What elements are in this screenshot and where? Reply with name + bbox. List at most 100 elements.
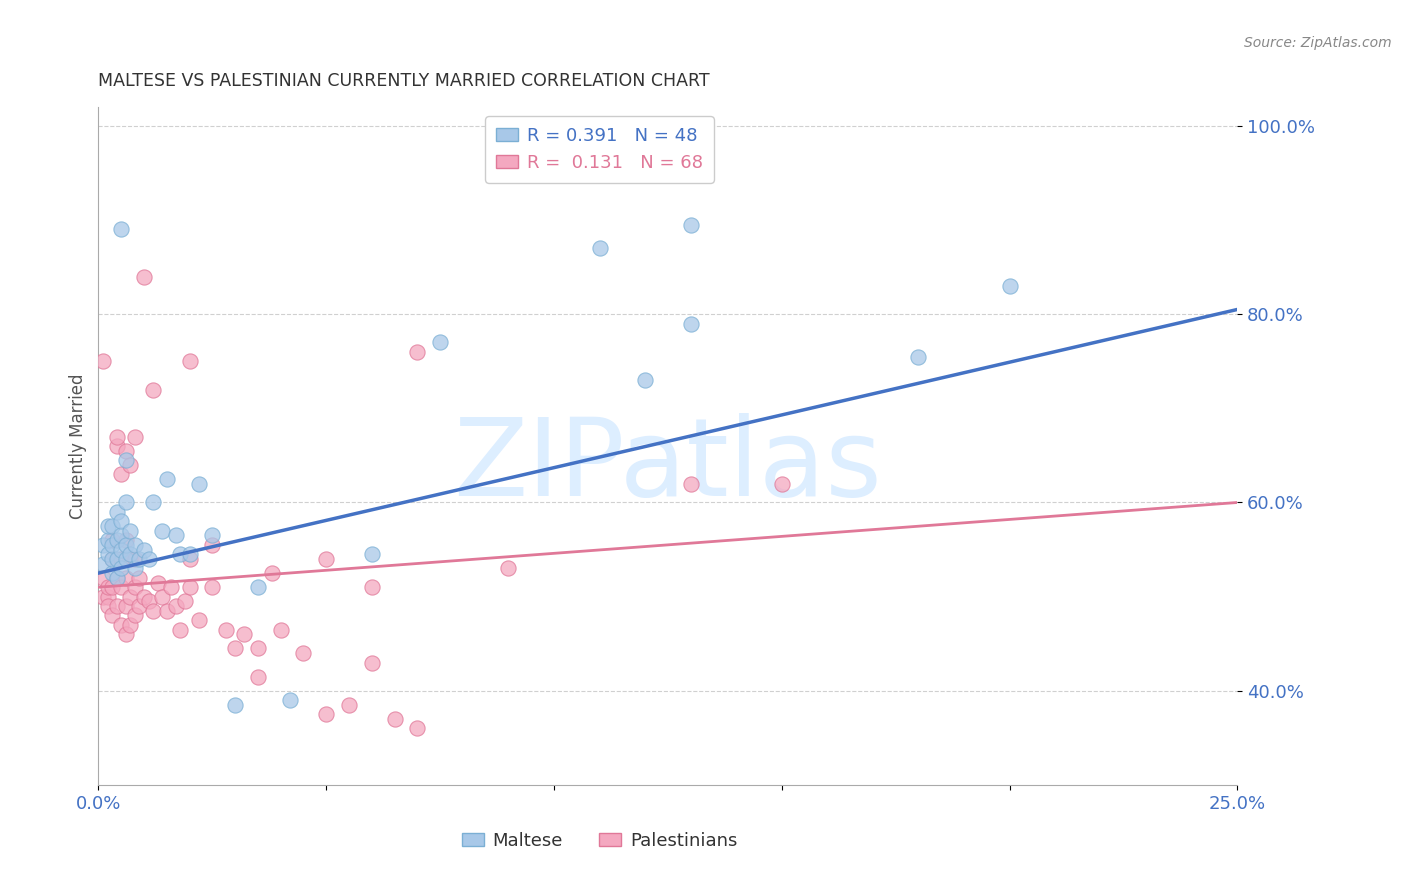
Point bbox=[96, 519, 118, 533]
Point bbox=[215, 623, 238, 637]
Point bbox=[337, 698, 360, 712]
Point bbox=[187, 613, 209, 627]
Point bbox=[124, 561, 146, 575]
Point bbox=[110, 580, 132, 594]
Point bbox=[114, 538, 136, 552]
Point bbox=[96, 590, 118, 604]
Point bbox=[101, 538, 124, 552]
Point bbox=[101, 552, 124, 566]
Point bbox=[120, 524, 142, 538]
Point bbox=[114, 495, 136, 509]
Point bbox=[224, 698, 246, 712]
Point bbox=[246, 670, 269, 684]
Point bbox=[132, 542, 155, 557]
Point bbox=[120, 547, 142, 561]
Point bbox=[91, 571, 114, 585]
Point bbox=[114, 552, 136, 566]
Point bbox=[110, 542, 132, 557]
Point bbox=[91, 538, 114, 552]
Point bbox=[124, 538, 146, 552]
Text: MALTESE VS PALESTINIAN CURRENTLY MARRIED CORRELATION CHART: MALTESE VS PALESTINIAN CURRENTLY MARRIED… bbox=[98, 72, 710, 90]
Point bbox=[246, 580, 269, 594]
Point bbox=[498, 561, 520, 575]
Point bbox=[114, 533, 136, 548]
Point bbox=[138, 594, 160, 608]
Point bbox=[179, 552, 201, 566]
Point bbox=[96, 547, 118, 561]
Point bbox=[907, 350, 929, 364]
Point bbox=[91, 557, 114, 571]
Point bbox=[360, 580, 382, 594]
Point bbox=[96, 599, 118, 613]
Point bbox=[110, 528, 132, 542]
Point bbox=[128, 571, 150, 585]
Point bbox=[142, 383, 165, 397]
Point bbox=[165, 528, 187, 542]
Point bbox=[201, 528, 224, 542]
Point bbox=[124, 429, 146, 443]
Point bbox=[360, 547, 382, 561]
Point bbox=[150, 590, 173, 604]
Point bbox=[96, 533, 118, 548]
Point bbox=[91, 354, 114, 368]
Point bbox=[120, 590, 142, 604]
Point bbox=[114, 443, 136, 458]
Point bbox=[101, 608, 124, 623]
Point bbox=[156, 604, 179, 618]
Point bbox=[146, 575, 169, 590]
Point bbox=[187, 476, 209, 491]
Point bbox=[770, 476, 793, 491]
Point bbox=[142, 604, 165, 618]
Point bbox=[169, 547, 191, 561]
Point bbox=[114, 453, 136, 467]
Point bbox=[101, 519, 124, 533]
Point bbox=[105, 552, 128, 566]
Point bbox=[278, 693, 301, 707]
Point bbox=[114, 571, 136, 585]
Point bbox=[101, 552, 124, 566]
Point bbox=[110, 618, 132, 632]
Point bbox=[91, 590, 114, 604]
Point bbox=[105, 599, 128, 613]
Point bbox=[998, 279, 1021, 293]
Point bbox=[246, 641, 269, 656]
Point bbox=[132, 269, 155, 284]
Point bbox=[132, 590, 155, 604]
Point bbox=[233, 627, 256, 641]
Point bbox=[128, 599, 150, 613]
Point bbox=[679, 218, 702, 232]
Point bbox=[105, 571, 128, 585]
Point bbox=[156, 472, 179, 486]
Point bbox=[114, 627, 136, 641]
Point bbox=[110, 222, 132, 236]
Text: ZIPatlas: ZIPatlas bbox=[454, 413, 882, 519]
Legend: Maltese, Palestinians: Maltese, Palestinians bbox=[454, 825, 744, 857]
Point bbox=[105, 429, 128, 443]
Point bbox=[101, 580, 124, 594]
Point bbox=[406, 344, 429, 359]
Point bbox=[179, 580, 201, 594]
Point bbox=[120, 552, 142, 566]
Text: Source: ZipAtlas.com: Source: ZipAtlas.com bbox=[1244, 36, 1392, 50]
Point bbox=[315, 707, 337, 722]
Point bbox=[315, 552, 337, 566]
Point bbox=[679, 476, 702, 491]
Point bbox=[429, 335, 451, 350]
Point bbox=[105, 533, 128, 548]
Point bbox=[679, 317, 702, 331]
Point bbox=[260, 566, 283, 581]
Point bbox=[110, 514, 132, 528]
Point bbox=[105, 505, 128, 519]
Point bbox=[360, 656, 382, 670]
Point bbox=[201, 580, 224, 594]
Point bbox=[105, 571, 128, 585]
Point bbox=[124, 608, 146, 623]
Point bbox=[292, 646, 315, 660]
Point bbox=[114, 599, 136, 613]
Point bbox=[110, 467, 132, 482]
Point bbox=[160, 580, 183, 594]
Point bbox=[142, 495, 165, 509]
Y-axis label: Currently Married: Currently Married bbox=[69, 373, 87, 519]
Point bbox=[138, 552, 160, 566]
Point bbox=[179, 547, 201, 561]
